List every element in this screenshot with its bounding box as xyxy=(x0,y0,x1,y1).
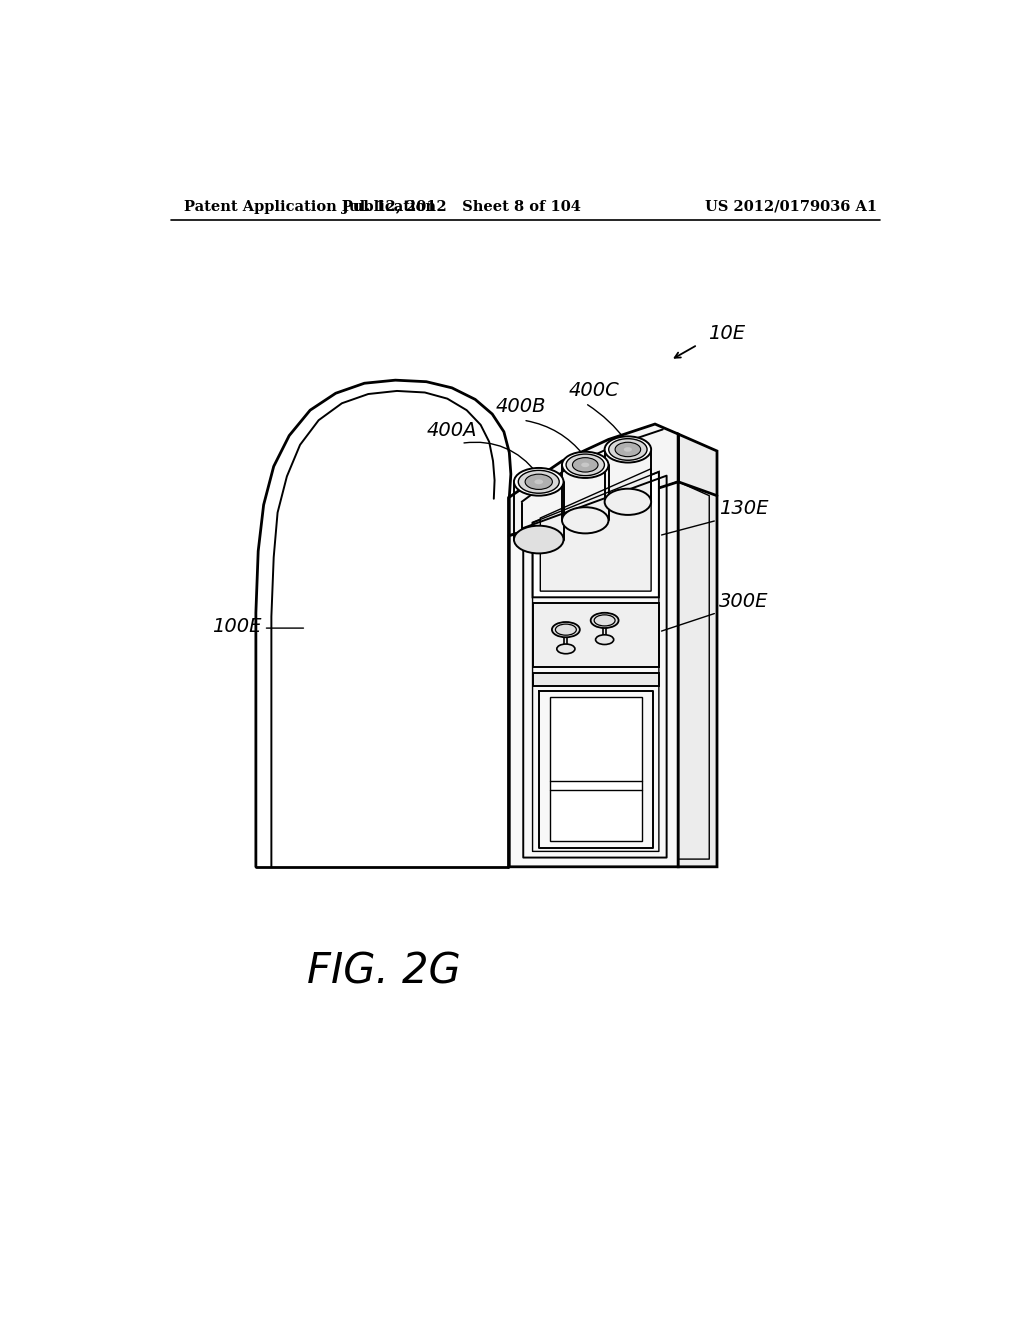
Text: 400A: 400A xyxy=(426,421,477,440)
Polygon shape xyxy=(509,424,678,536)
Ellipse shape xyxy=(572,458,598,473)
Ellipse shape xyxy=(562,507,608,533)
Ellipse shape xyxy=(525,474,552,490)
Text: Jul. 12, 2012   Sheet 8 of 104: Jul. 12, 2012 Sheet 8 of 104 xyxy=(342,199,581,214)
Ellipse shape xyxy=(604,488,651,515)
Polygon shape xyxy=(532,673,658,686)
Polygon shape xyxy=(509,482,678,867)
Text: Patent Application Publication: Patent Application Publication xyxy=(183,199,436,214)
Ellipse shape xyxy=(615,442,641,457)
Ellipse shape xyxy=(596,635,613,644)
Ellipse shape xyxy=(514,469,563,496)
Text: US 2012/0179036 A1: US 2012/0179036 A1 xyxy=(705,199,877,214)
Ellipse shape xyxy=(608,438,647,461)
Ellipse shape xyxy=(604,437,651,462)
Polygon shape xyxy=(541,469,651,591)
Text: 300E: 300E xyxy=(719,591,769,611)
Ellipse shape xyxy=(582,462,590,467)
Ellipse shape xyxy=(518,470,559,494)
Ellipse shape xyxy=(557,644,574,653)
Text: 400B: 400B xyxy=(496,397,547,417)
Ellipse shape xyxy=(514,525,563,553)
Text: FIG. 2G: FIG. 2G xyxy=(307,950,461,993)
Text: 130E: 130E xyxy=(719,499,769,519)
Ellipse shape xyxy=(562,451,608,478)
Polygon shape xyxy=(550,697,642,841)
Ellipse shape xyxy=(552,622,580,638)
Polygon shape xyxy=(532,603,658,667)
Ellipse shape xyxy=(624,447,632,451)
Ellipse shape xyxy=(591,612,618,628)
Polygon shape xyxy=(532,471,658,598)
Polygon shape xyxy=(678,434,717,867)
Text: 100E: 100E xyxy=(212,616,261,636)
Ellipse shape xyxy=(535,479,543,484)
Ellipse shape xyxy=(566,454,604,475)
Text: 400C: 400C xyxy=(568,380,618,400)
Text: 10E: 10E xyxy=(708,325,744,343)
